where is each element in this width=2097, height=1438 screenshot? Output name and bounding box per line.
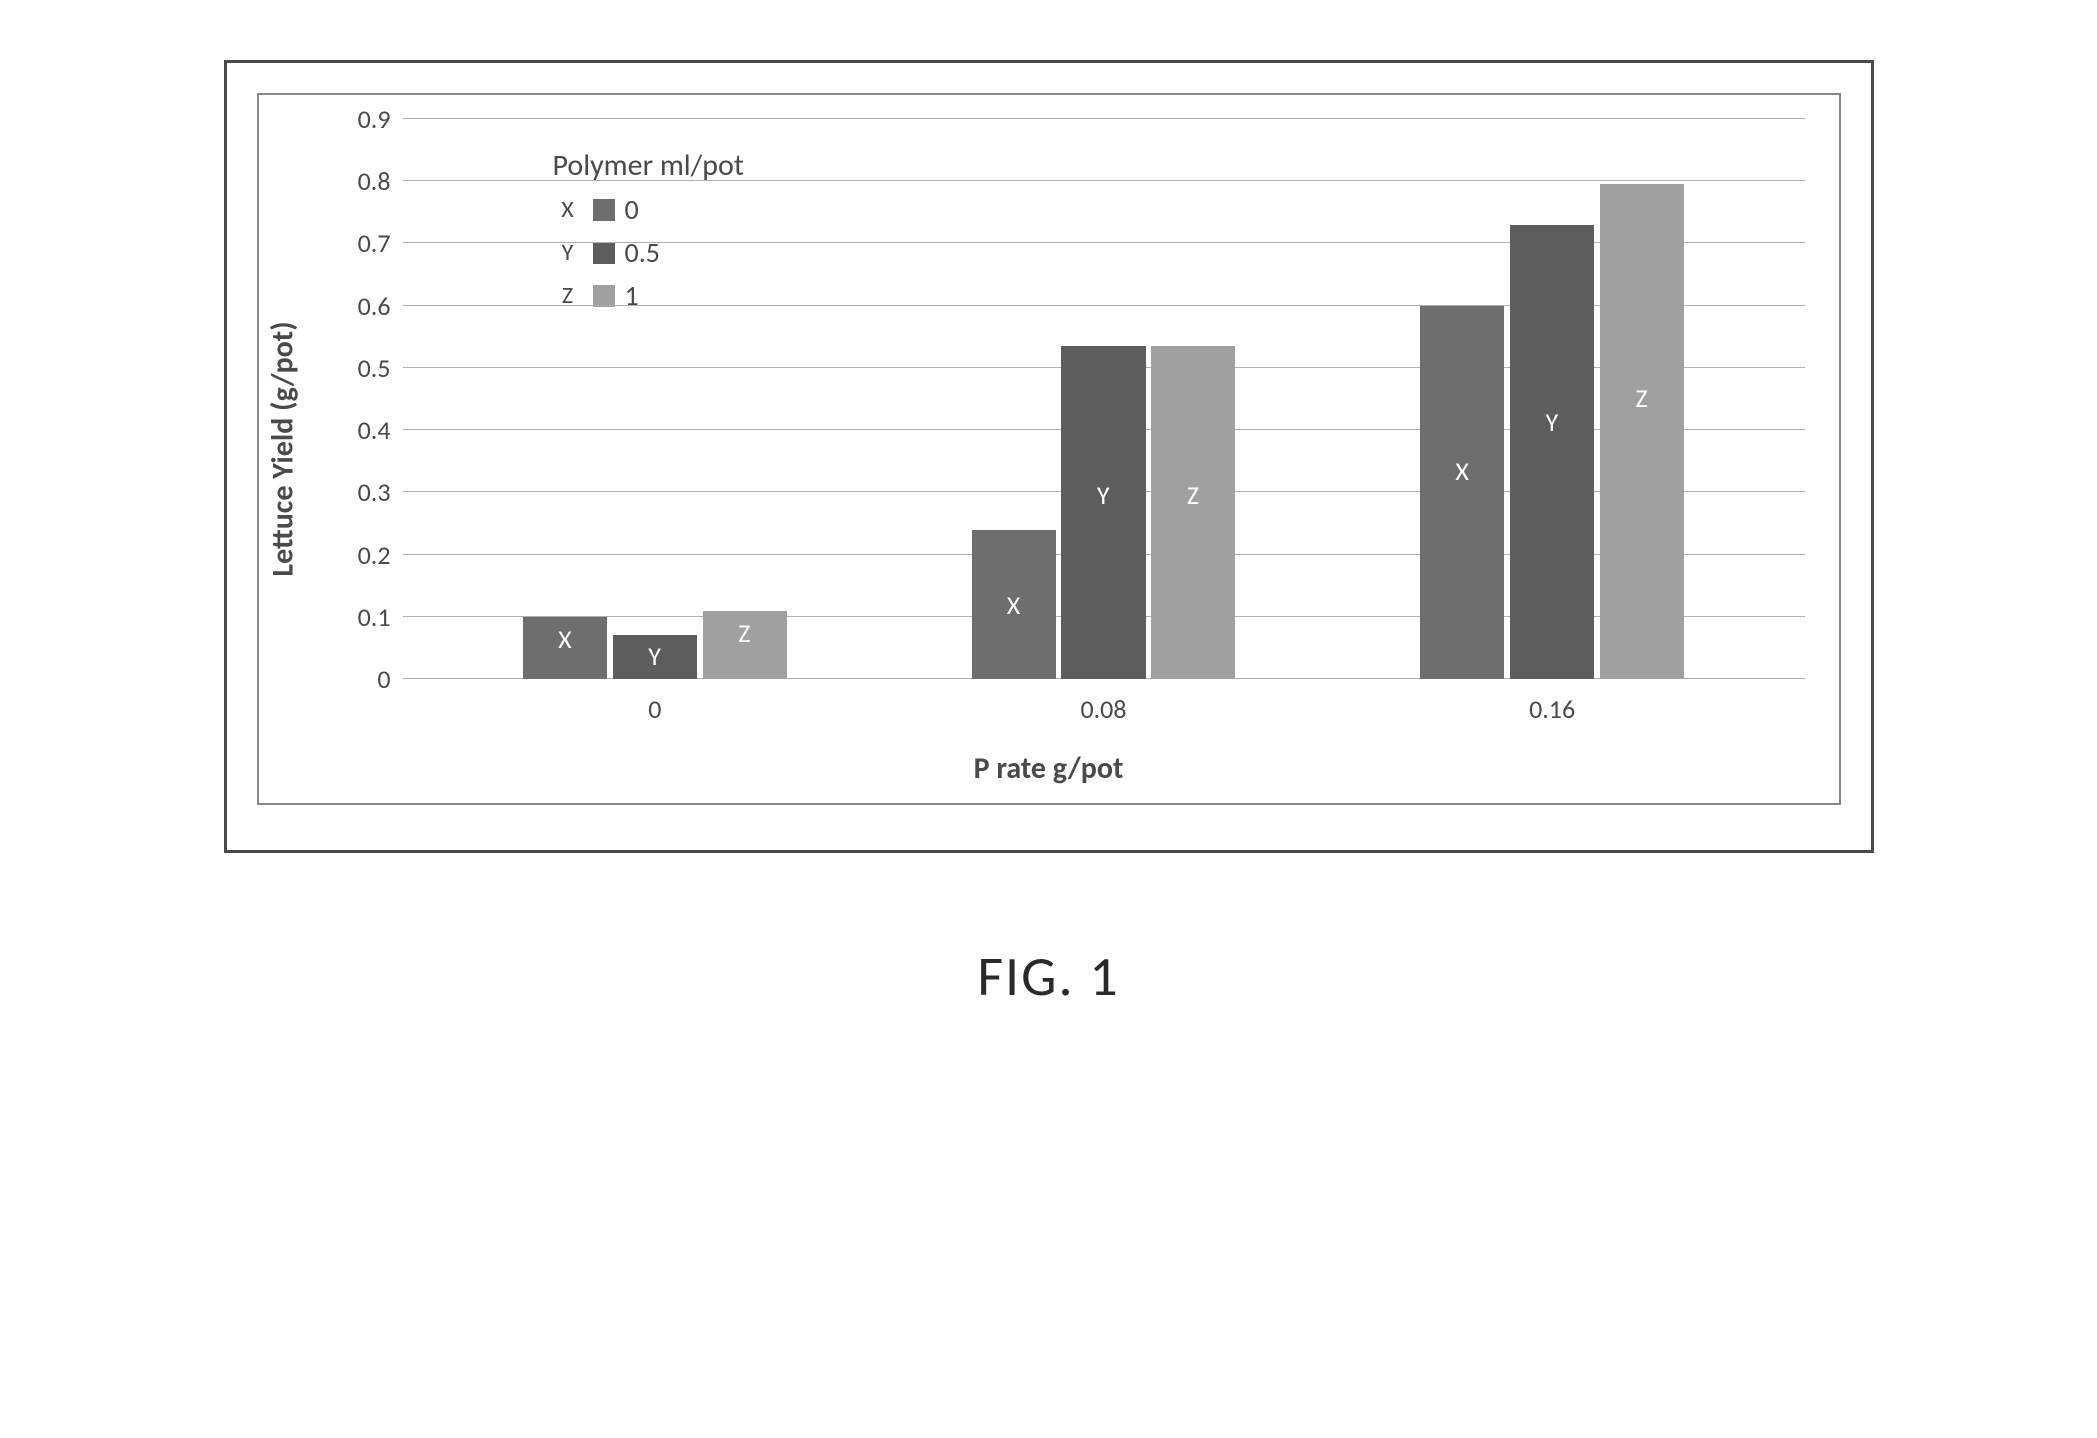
legend-title: Polymer ml/pot (553, 147, 744, 184)
bar-letter: Y (648, 640, 661, 672)
legend-swatch (593, 285, 615, 307)
legend-swatch (593, 199, 615, 221)
figure-caption: FIG. 1 (977, 943, 1119, 1011)
plot-region: Polymer ml/pot X0Y0.5Z1 00.10.20.30.40.5… (403, 119, 1805, 679)
bar-Z-cat-2: Z (1600, 184, 1684, 679)
bar-letter: Z (738, 617, 751, 649)
gridline (403, 305, 1805, 306)
bar-Y-cat-1: Y (1061, 346, 1145, 679)
legend-item: X0 (553, 192, 744, 227)
bar-letter: Y (1546, 406, 1559, 438)
legend-value: 0.5 (625, 235, 660, 270)
bar-X-cat-1: X (972, 530, 1056, 679)
legend-value: 0 (625, 192, 639, 227)
bar-letter: X (1007, 589, 1021, 621)
x-tick-label: 0.16 (1529, 679, 1575, 725)
y-tick-label: 0.5 (358, 352, 403, 384)
legend-item: Z1 (553, 278, 744, 313)
bar-X-cat-2: X (1420, 306, 1504, 679)
legend: Polymer ml/pot X0Y0.5Z1 (553, 147, 744, 321)
bar-letter: X (558, 623, 572, 655)
y-tick-label: 0.1 (358, 601, 403, 633)
bar-letter: Z (1636, 382, 1649, 414)
gridline (403, 242, 1805, 243)
y-tick-label: 0.7 (358, 227, 403, 259)
bar-letter: X (1455, 455, 1469, 487)
y-tick-label: 0.6 (358, 290, 403, 322)
bar-Z-cat-0: Z (703, 611, 787, 679)
legend-letter: X (553, 195, 583, 224)
figure-outer-frame: Lettuce Yield (g/pot) P rate g/pot Polym… (224, 60, 1874, 853)
bar-X-cat-0: X (523, 617, 607, 679)
x-tick-label: 0.08 (1080, 679, 1126, 725)
y-tick-label: 0.4 (358, 414, 403, 446)
bar-Z-cat-1: Z (1151, 346, 1235, 679)
bar-Y-cat-0: Y (613, 635, 697, 679)
gridline (403, 118, 1805, 119)
bar-letter: Z (1187, 479, 1200, 511)
legend-item: Y0.5 (553, 235, 744, 270)
bar-letter: Y (1097, 479, 1110, 511)
chart-frame: Lettuce Yield (g/pot) P rate g/pot Polym… (257, 93, 1841, 805)
y-tick-label: 0.2 (358, 539, 403, 571)
y-tick-label: 0.9 (358, 103, 403, 135)
legend-swatch (593, 242, 615, 264)
x-axis-title: P rate g/pot (974, 750, 1124, 787)
y-axis-title: Lettuce Yield (g/pot) (264, 321, 301, 576)
y-tick-label: 0.8 (358, 165, 403, 197)
legend-value: 1 (625, 278, 639, 313)
bar-Y-cat-2: Y (1510, 225, 1594, 679)
chart-area: Lettuce Yield (g/pot) P rate g/pot Polym… (263, 99, 1835, 799)
gridline (403, 180, 1805, 181)
x-tick-label: 0 (648, 679, 661, 725)
y-tick-label: 0 (377, 663, 402, 695)
y-tick-label: 0.3 (358, 476, 403, 508)
